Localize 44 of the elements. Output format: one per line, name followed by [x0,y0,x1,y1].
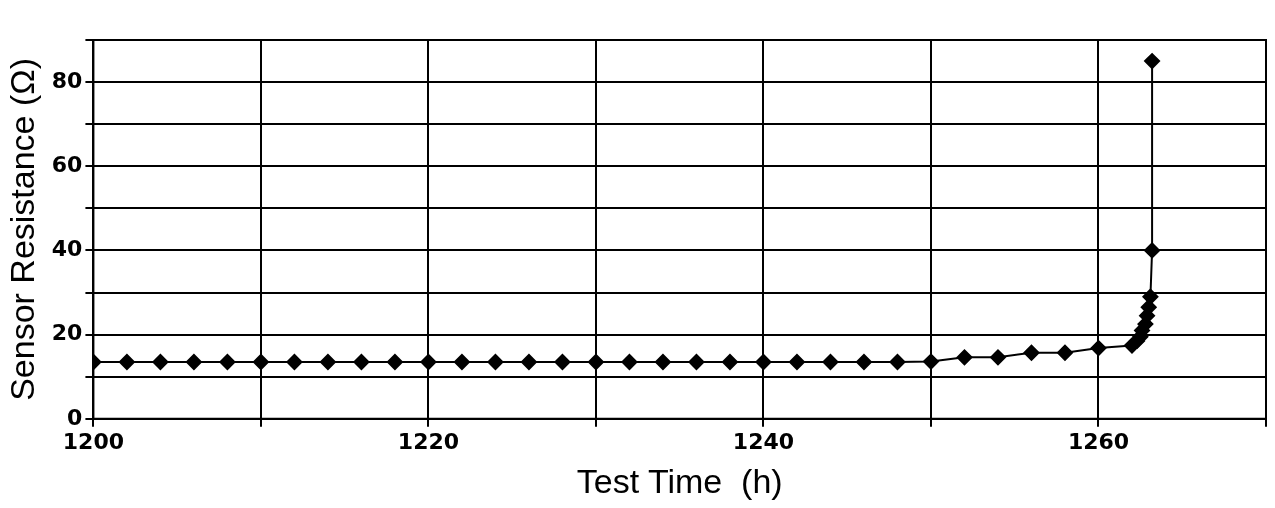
y-tick-label: 80 [51,67,83,93]
point [1023,344,1040,361]
x-tick-label: 1220 [397,428,460,454]
y-axis-title: Sensor Resistance (Ω) [2,57,41,401]
point [755,353,772,370]
x-tick-label: 1240 [732,428,795,454]
point [1142,288,1159,305]
point [520,353,537,370]
point [353,353,370,370]
y-tick-label: 40 [51,236,83,262]
point [219,353,236,370]
point [453,353,470,370]
point [788,353,805,370]
point [319,353,336,370]
y-tick-label: 0 [67,404,83,430]
point [1090,340,1107,357]
point [554,353,571,370]
point [855,353,872,370]
point [721,353,738,370]
point [118,353,135,370]
point [1056,344,1073,361]
point [688,353,705,370]
x-tick-label: 1200 [62,428,125,454]
y-tick-label: 60 [51,151,83,177]
point [587,353,604,370]
point [1144,242,1161,259]
point [286,353,303,370]
y-tick-label: 20 [51,320,83,346]
point [989,349,1006,366]
point [386,353,403,370]
point [889,353,906,370]
point [654,353,671,370]
x-axis-title: Test Time (h) [576,461,783,500]
point [922,353,939,370]
point [1144,53,1161,70]
point [487,353,504,370]
point [956,349,973,366]
point [185,353,202,370]
point [252,353,269,370]
x-tick-label: 1260 [1067,428,1130,454]
point [152,353,169,370]
point [420,353,437,370]
point [822,353,839,370]
point [621,353,638,370]
